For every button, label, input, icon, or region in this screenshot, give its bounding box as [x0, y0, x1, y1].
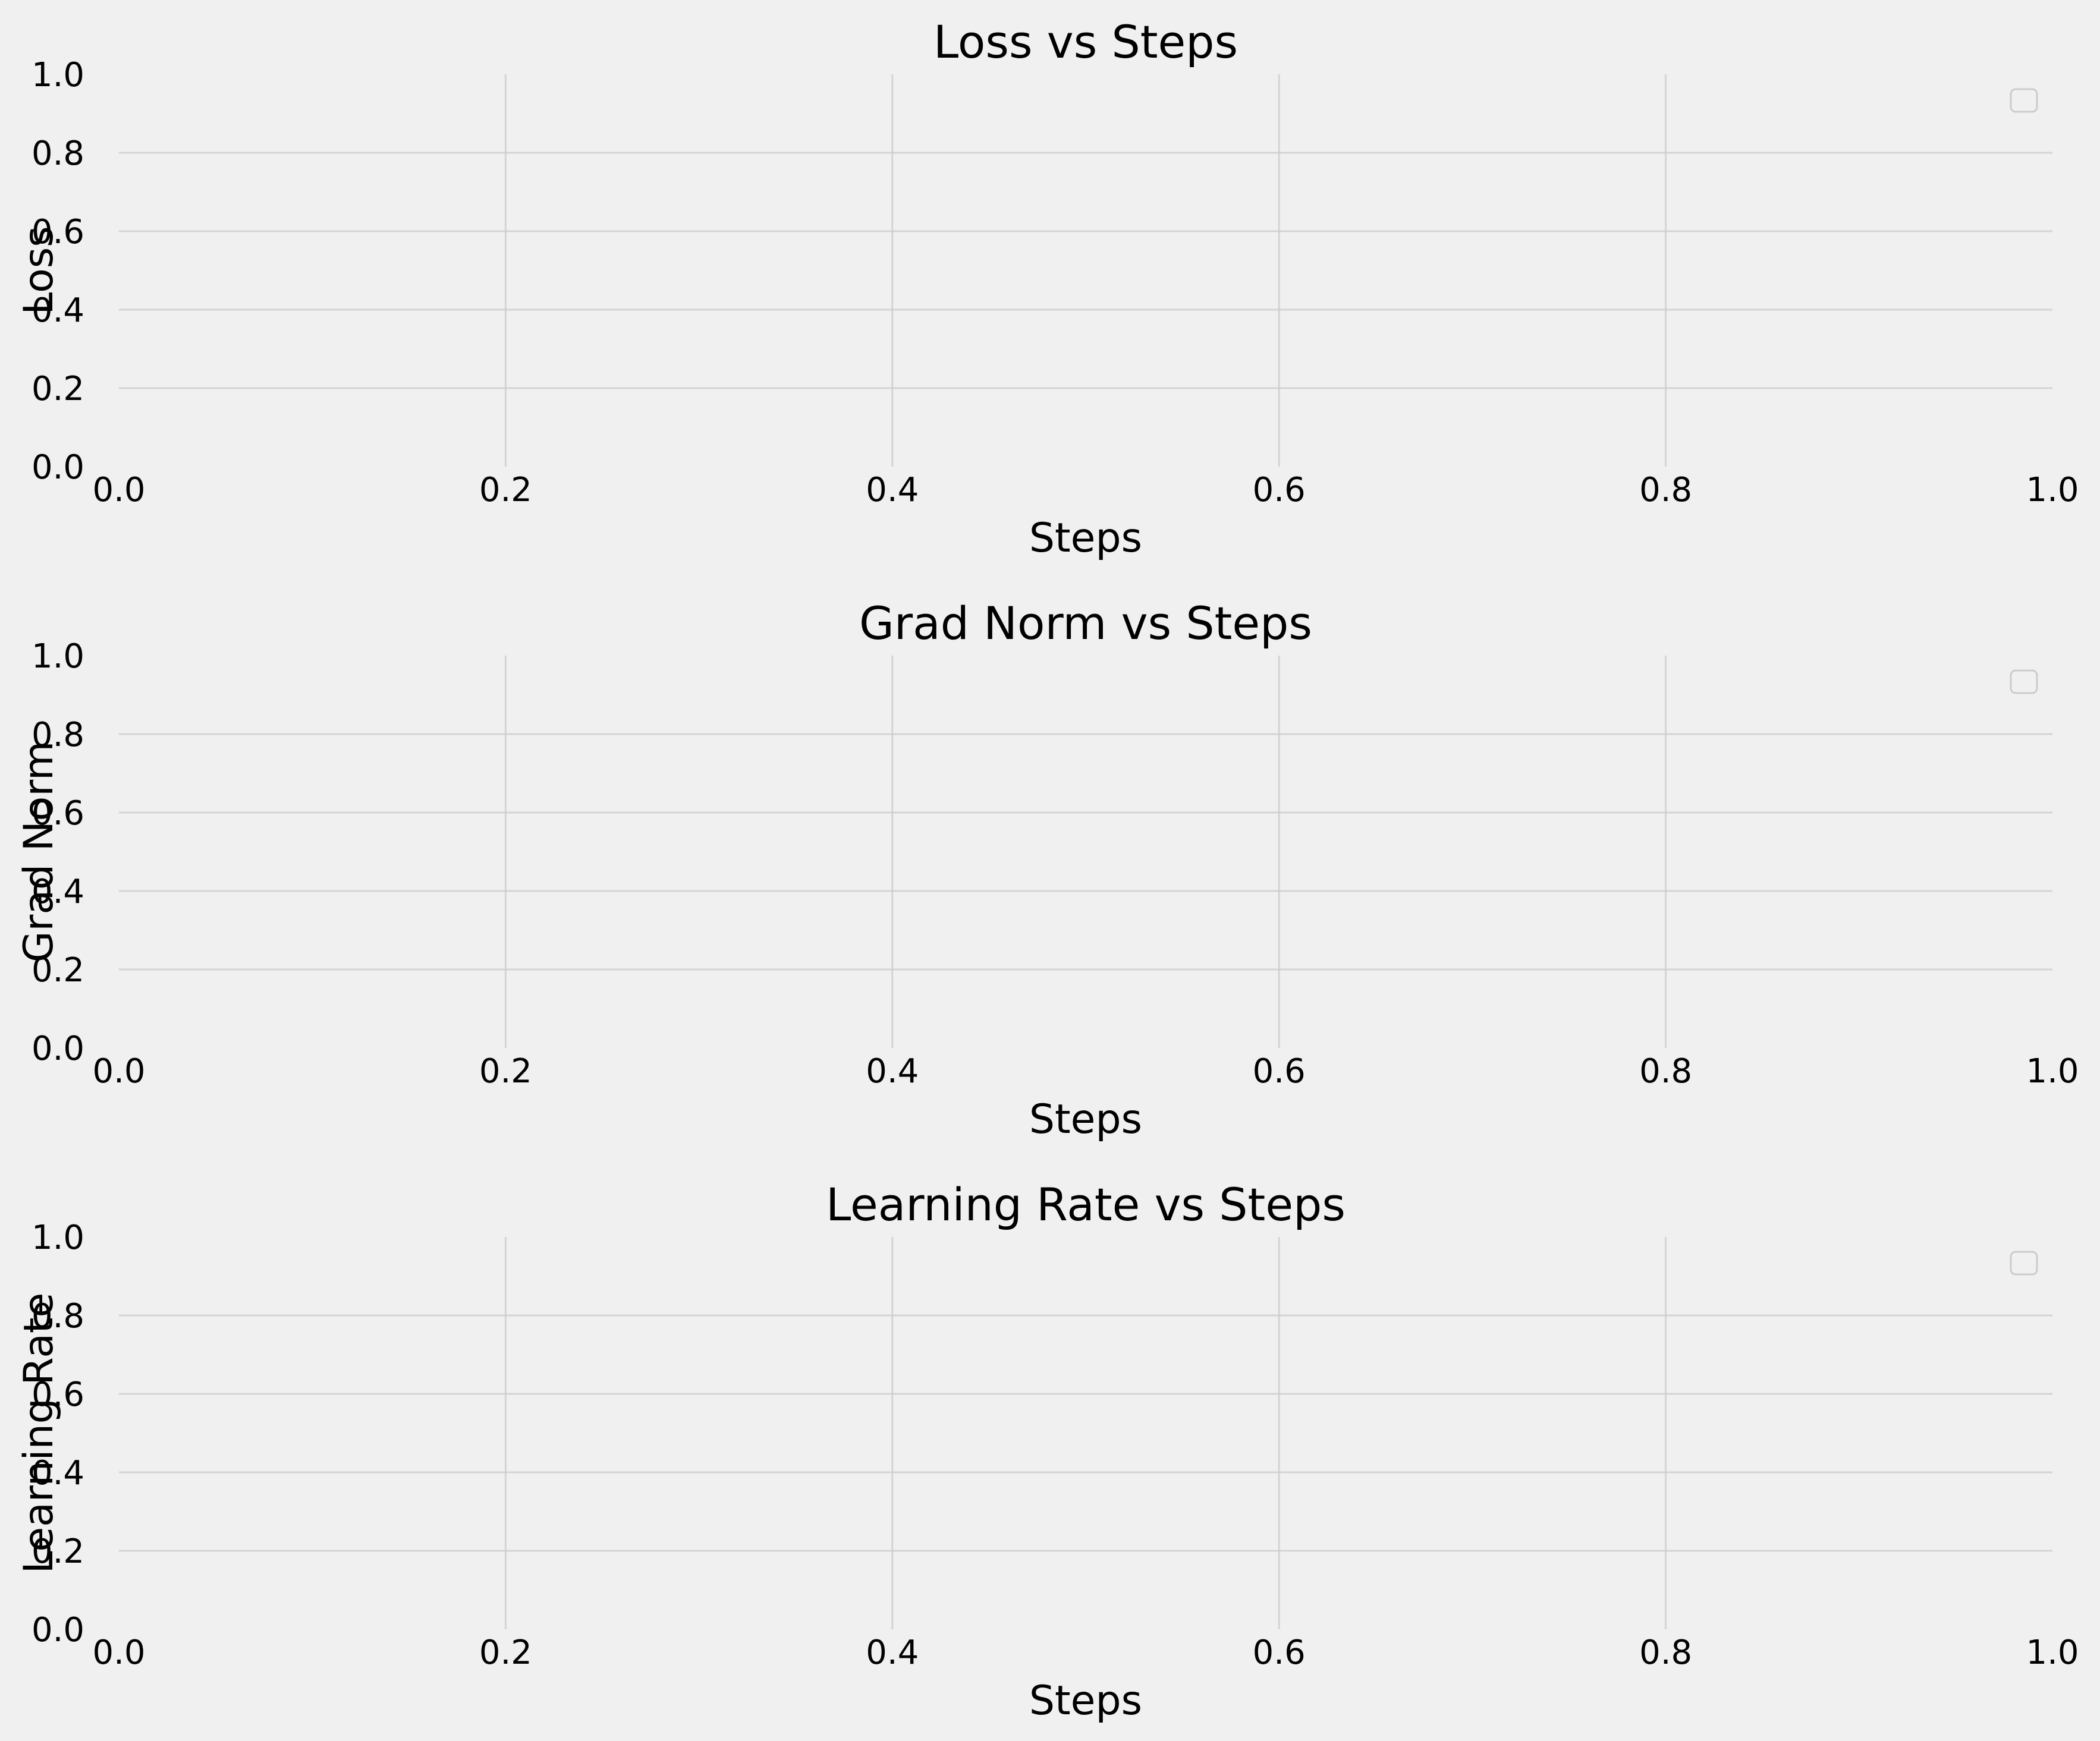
x-axis-label: Steps	[1029, 515, 1142, 562]
x-tick-label: 0.6	[1253, 1633, 1306, 1672]
x-tick-label: 0.4	[866, 1052, 919, 1091]
y-tick-label: 0.0	[32, 1030, 84, 1068]
y-tick-label: 0.4	[32, 291, 84, 330]
y-tick-label: 0.4	[32, 873, 84, 911]
x-tick-label: 0.2	[479, 471, 532, 509]
x-tick-label: 0.0	[92, 471, 145, 509]
chart-panel-learning-rate: Learning Rate vs Steps Steps Learning Ra…	[15, 1178, 2079, 1724]
x-tick-label: 0.6	[1253, 1052, 1306, 1091]
y-tick-label: 0.6	[32, 794, 84, 833]
y-tick-label: 0.2	[32, 1532, 84, 1571]
y-tick-label: 0.8	[32, 1297, 84, 1336]
x-tick-label: 0.4	[866, 471, 919, 509]
y-tick-label: 0.0	[32, 448, 84, 487]
grid	[119, 74, 2052, 467]
y-tick-label: 1.0	[32, 56, 84, 95]
ticks: 0.0 0.2 0.4 0.6 0.8 1.0 0.0 0.2 0.4 0.6 0.8 1.0	[32, 56, 2079, 509]
x-tick-label: 0.4	[866, 1633, 919, 1672]
x-tick-label: 1.0	[2026, 1052, 2079, 1091]
grid	[119, 1237, 2052, 1629]
chart-panel-loss: Loss vs Steps Steps Loss 0.0 0.2 0.4 0.6 0.8…	[15, 15, 2079, 562]
y-tick-label: 0.8	[32, 716, 84, 754]
x-tick-label: 0.8	[1639, 1633, 1692, 1672]
x-tick-label: 0.2	[479, 1052, 532, 1091]
x-tick-label: 0.0	[92, 1633, 145, 1672]
x-axis-label: Steps	[1029, 1677, 1142, 1724]
ticks: 0.0 0.2 0.4 0.6 0.8 1.0 0.0 0.2 0.4 0.6 0.8 1.0	[32, 1219, 2079, 1672]
grid	[119, 656, 2052, 1048]
x-tick-label: 0.8	[1639, 471, 1692, 509]
chart-title: Loss vs Steps	[933, 15, 1238, 68]
y-tick-label: 0.0	[32, 1611, 84, 1649]
x-tick-label: 1.0	[2026, 1633, 2079, 1672]
legend-box	[2010, 1251, 2038, 1276]
x-tick-label: 0.6	[1253, 471, 1306, 509]
legend-box	[2010, 669, 2038, 694]
x-tick-label: 0.8	[1639, 1052, 1692, 1091]
chart-title: Grad Norm vs Steps	[859, 597, 1312, 650]
y-tick-label: 1.0	[32, 1219, 84, 1257]
x-tick-label: 0.0	[92, 1052, 145, 1091]
y-tick-label: 0.6	[32, 1375, 84, 1414]
legend-box	[2010, 88, 2038, 113]
y-tick-label: 1.0	[32, 637, 84, 676]
chart-title: Learning Rate vs Steps	[826, 1178, 1345, 1231]
y-tick-label: 0.2	[32, 951, 84, 990]
y-axis-label: Loss	[15, 226, 62, 314]
y-axis-label: Learning Rate	[15, 1293, 62, 1574]
y-tick-label: 0.4	[32, 1454, 84, 1493]
x-axis-label: Steps	[1029, 1096, 1142, 1143]
x-tick-label: 1.0	[2026, 471, 2079, 509]
y-tick-label: 0.8	[32, 134, 84, 173]
x-tick-label: 0.2	[479, 1633, 532, 1672]
chart-panel-grad-norm: Grad Norm vs Steps Steps Grad Norm 0.0 0.…	[15, 597, 2079, 1143]
ticks: 0.0 0.2 0.4 0.6 0.8 1.0 0.0 0.2 0.4 0.6 0.8 1.0	[32, 637, 2079, 1091]
y-axis-label: Grad Norm	[15, 741, 62, 963]
y-tick-label: 0.6	[32, 213, 84, 251]
y-tick-label: 0.2	[32, 370, 84, 408]
